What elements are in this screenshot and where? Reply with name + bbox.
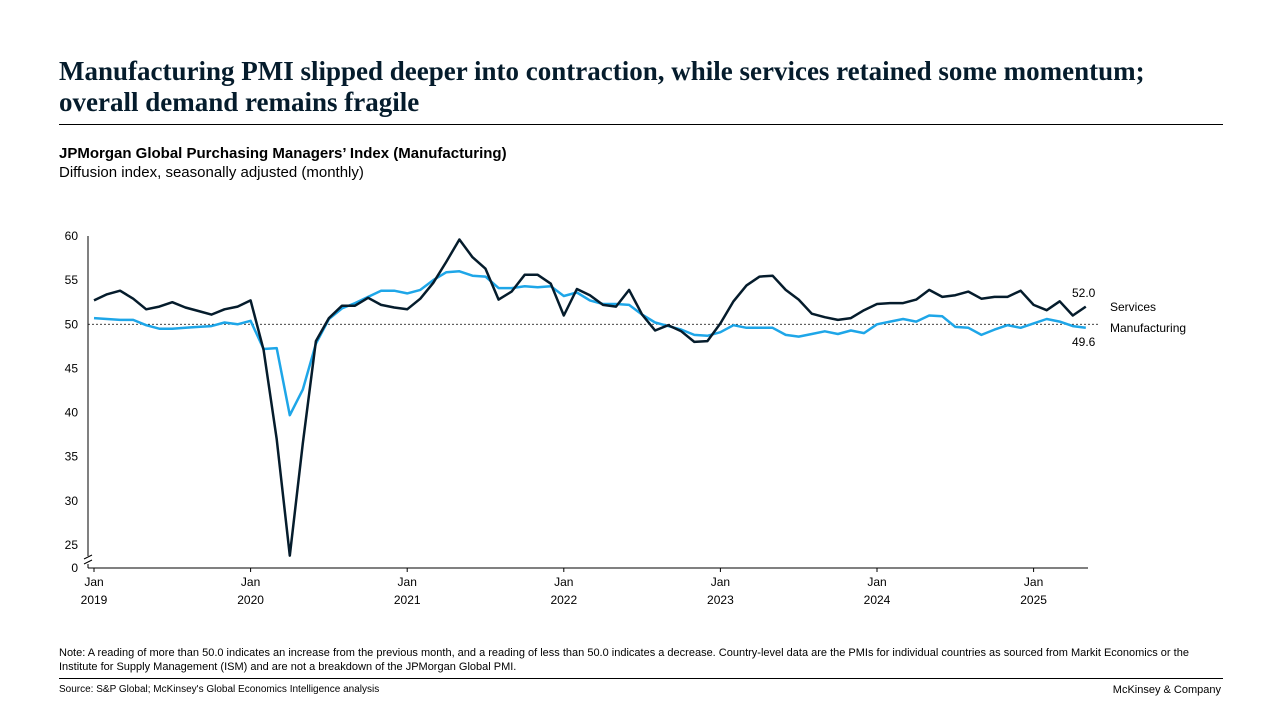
y-tick-label: 60 [65,229,79,243]
x-tick-year: 2019 [81,593,108,607]
y-tick-label: 45 [65,361,79,375]
x-tick-month: Jan [398,575,417,589]
x-tick-year: 2022 [550,593,577,607]
y-tick-label: 55 [65,273,79,287]
manufacturing-end-value: 49.6 [1072,335,1096,349]
source-text: Source: S&P Global; McKinsey's Global Ec… [59,684,380,695]
series-line-manufacturing [93,270,1086,417]
x-tick-year: 2023 [707,593,734,607]
headline: Manufacturing PMI slipped deeper into co… [59,56,1145,117]
y-tick-label: 35 [65,450,79,464]
headline-divider [59,124,1223,125]
x-tick-year: 2020 [237,593,264,607]
brand-name: McKinsey & Company [1112,684,1221,696]
x-tick-month: Jan [867,575,886,589]
legend-manufacturing: Manufacturing [1110,321,1186,335]
x-tick-month: Jan [1024,575,1043,589]
pmi-line-chart: 60 55 50 45 40 35 30 25 0 Jan 2019 Jan 2020 Jan 2021 Ja… [65,229,1186,607]
series-line-services [93,238,1087,557]
y-tick-label: 30 [65,494,79,508]
axis-break-mark [83,559,93,565]
y-tick-label: 25 [65,538,79,552]
services-end-value: 52.0 [1072,286,1096,300]
y-tick-label: 40 [65,406,79,420]
x-tick-month: Jan [554,575,573,589]
x-tick-year: 2024 [864,593,891,607]
y-tick-label: 50 [65,317,79,331]
x-tick-month: Jan [711,575,730,589]
legend-services: Services [1110,300,1156,314]
footer-divider [59,678,1223,679]
x-tick-year: 2025 [1020,593,1047,607]
axis-break-mark [83,554,93,560]
chart-title: JPMorgan Global Purchasing Managers’ Ind… [59,145,507,162]
y-tick-label: 0 [71,561,78,575]
footnote: Note: A reading of more than 50.0 indica… [59,647,1189,673]
x-tick-month: Jan [84,575,103,589]
x-tick-year: 2021 [394,593,421,607]
x-tick-month: Jan [241,575,260,589]
chart-subtitle: Diffusion index, seasonally adjusted (mo… [59,164,364,181]
